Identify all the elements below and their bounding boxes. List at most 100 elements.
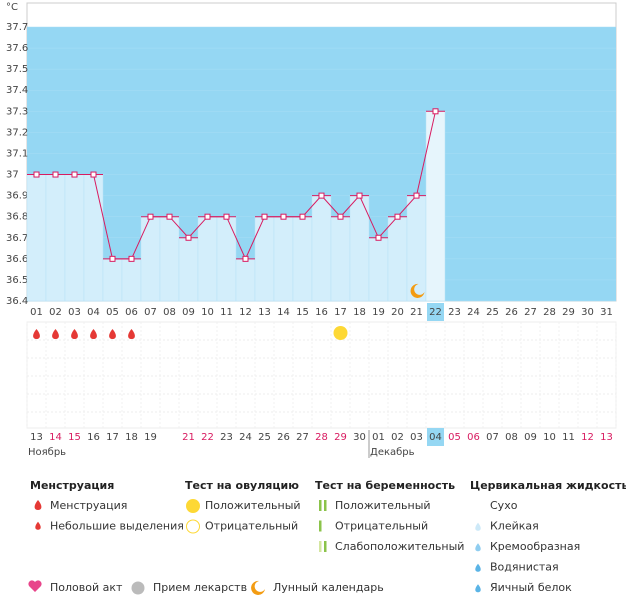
date-label: 29 <box>334 432 347 443</box>
day-label: 13 <box>258 307 271 318</box>
temp-point <box>223 213 230 220</box>
temp-point <box>166 213 173 220</box>
day-label: 09 <box>182 307 195 318</box>
temp-point <box>204 213 211 220</box>
temp-point <box>413 192 420 199</box>
day-bar <box>330 216 351 302</box>
day-bar <box>235 258 256 302</box>
menstruation-icon <box>90 329 97 339</box>
temp-point <box>318 192 325 199</box>
day-label: 27 <box>524 307 537 318</box>
date-label: 26 <box>277 432 290 443</box>
day-bar <box>216 216 237 302</box>
legend-item: Слабоположительный <box>335 540 464 553</box>
date-label: 05 <box>448 432 461 443</box>
date-label: 23 <box>220 432 233 443</box>
day-bar <box>254 216 275 302</box>
day-label: 23 <box>448 307 461 318</box>
y-tick-label: 36.7 <box>6 233 28 244</box>
legend-item: Клейкая <box>490 520 539 533</box>
date-label: 12 <box>581 432 594 443</box>
legend-icon <box>186 499 200 513</box>
legend-item: Положительный <box>205 499 301 512</box>
temp-point <box>261 213 268 220</box>
legend-icon <box>319 520 322 532</box>
ovulation-icon <box>333 326 348 340</box>
legend-item: Сухо <box>490 499 518 512</box>
day-label: 16 <box>315 307 328 318</box>
day-bar <box>26 174 47 302</box>
date-label: 14 <box>49 432 62 443</box>
temp-point <box>147 213 154 220</box>
legend-icon <box>319 500 322 511</box>
y-tick-label: 37.1 <box>6 148 28 159</box>
temp-point <box>375 234 382 241</box>
day-bar <box>102 258 123 302</box>
date-label: 09 <box>524 432 537 443</box>
date-label: 30 <box>353 432 366 443</box>
legend-icon <box>319 541 322 552</box>
day-bar <box>311 195 332 302</box>
date-label: 27 <box>296 432 309 443</box>
y-tick-label: 37.6 <box>6 43 28 54</box>
legend-title: Тест на овуляцию <box>185 479 299 492</box>
date-label: 19 <box>144 432 157 443</box>
legend-item: Отрицательный <box>335 520 428 533</box>
y-tick-label: 37.4 <box>6 85 28 96</box>
date-label: 04 <box>429 432 442 443</box>
day-label: 29 <box>562 307 575 318</box>
y-tick-label: 36.8 <box>6 212 28 223</box>
menstruation-icon <box>71 329 78 339</box>
temp-point <box>432 108 439 115</box>
temp-point <box>128 255 135 262</box>
day-label: 03 <box>68 307 81 318</box>
legend-icon <box>475 502 481 511</box>
legend-icon <box>34 500 42 510</box>
date-label: 18 <box>125 432 138 443</box>
day-label: 30 <box>581 307 594 318</box>
temp-point <box>337 213 344 220</box>
legend-item: Прием лекарств <box>153 581 247 594</box>
date-label: 17 <box>106 432 119 443</box>
moon-icon <box>410 283 425 298</box>
temp-line <box>36 111 436 261</box>
day-label: 21 <box>410 307 423 318</box>
legend-icon <box>475 584 481 593</box>
day-label: 14 <box>277 307 290 318</box>
day-bar <box>64 174 85 302</box>
legend-item: Отрицательный <box>205 520 298 533</box>
day-bar <box>406 195 427 302</box>
date-label: 24 <box>239 432 252 443</box>
legend-icon <box>475 563 481 572</box>
menstruation-icon <box>33 329 40 339</box>
day-label: 01 <box>30 307 43 318</box>
temp-point <box>52 171 59 178</box>
date-label: 16 <box>87 432 100 443</box>
day-label: 02 <box>49 307 62 318</box>
day-bar <box>83 174 104 302</box>
day-highlight <box>427 303 444 321</box>
temp-point <box>185 234 192 241</box>
legend-icon <box>35 521 41 530</box>
day-bar <box>273 216 294 302</box>
day-label: 05 <box>106 307 119 318</box>
y-tick-label: 36.4 <box>6 296 28 307</box>
legend-icon <box>251 580 265 595</box>
legend-item: Водянистая <box>490 561 559 574</box>
date-label: 15 <box>68 432 81 443</box>
legend-item: Половой акт <box>50 581 123 594</box>
day-label: 22 <box>429 307 442 318</box>
date-label: 13 <box>30 432 43 443</box>
date-label: 07 <box>486 432 499 443</box>
day-bar <box>197 216 218 302</box>
menstruation-icon <box>52 329 59 339</box>
day-label: 06 <box>125 307 138 318</box>
date-label: 08 <box>505 432 518 443</box>
day-label: 25 <box>486 307 499 318</box>
day-label: 12 <box>239 307 252 318</box>
temp-point <box>109 255 116 262</box>
legend-title: Цервикальная жидкость <box>470 479 626 492</box>
day-bar <box>45 174 66 302</box>
